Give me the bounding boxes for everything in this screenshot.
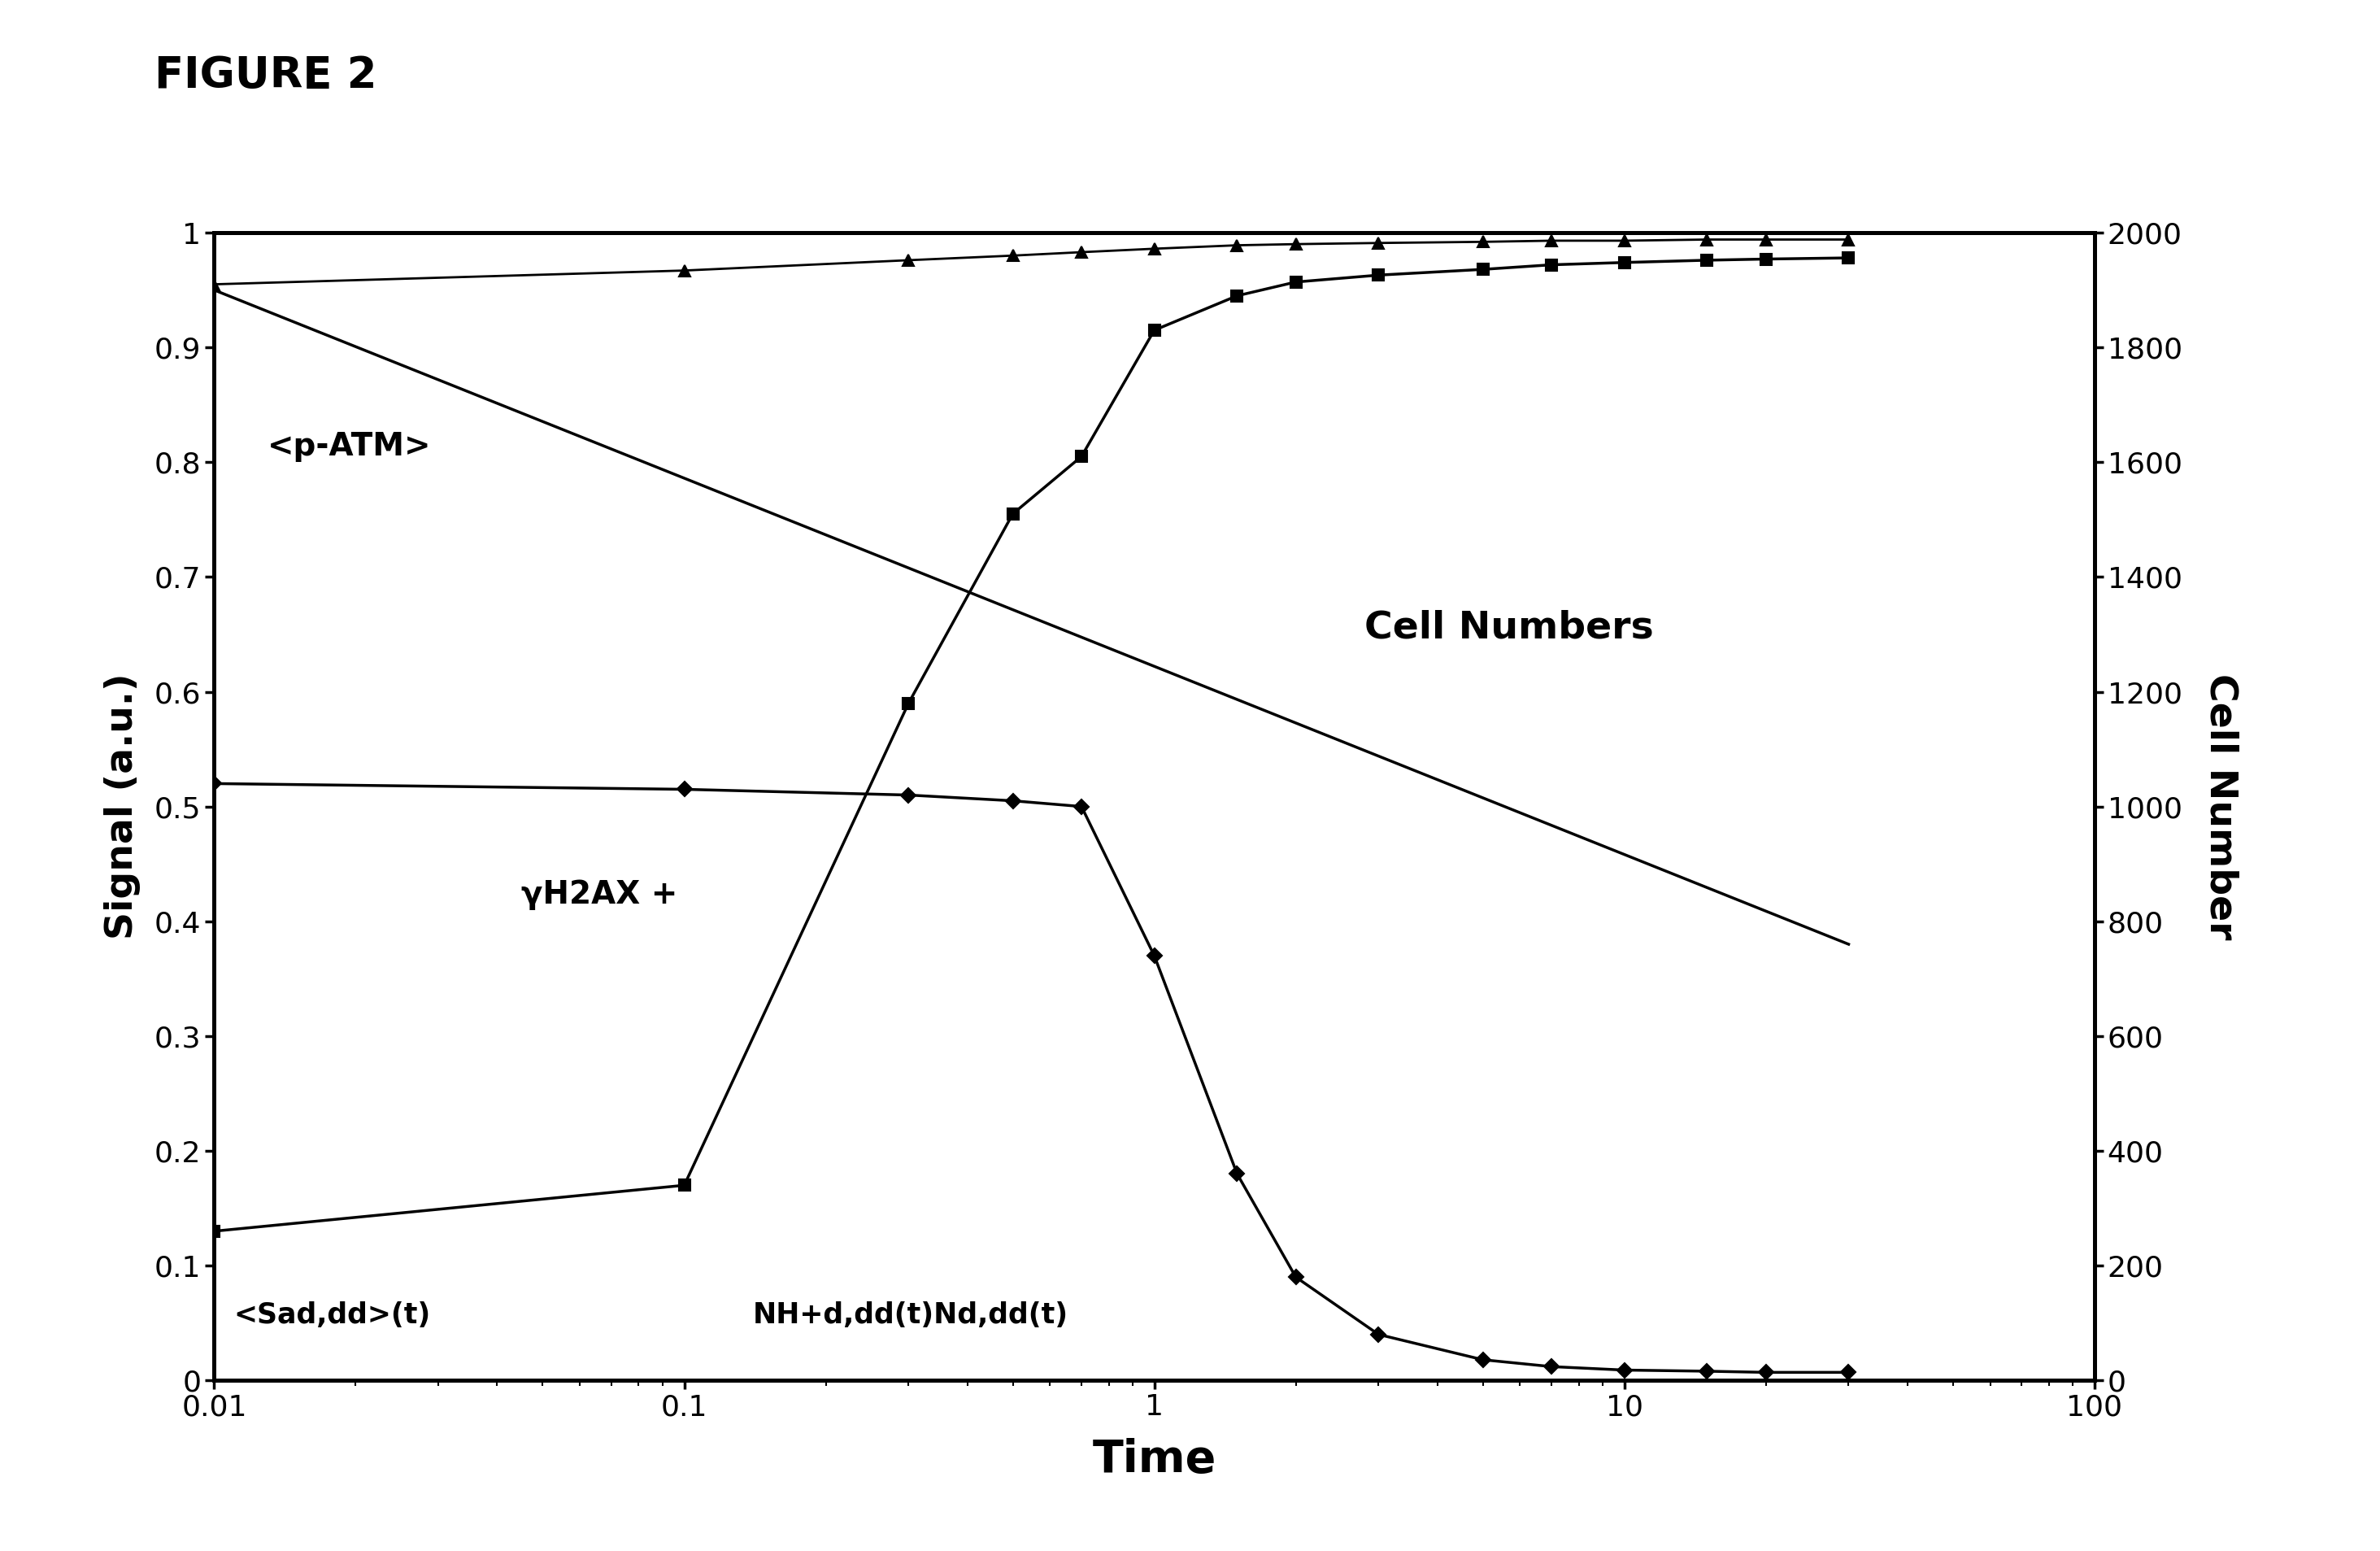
Y-axis label: Signal (a.u.): Signal (a.u.) (105, 673, 140, 940)
Text: Cell Numbers: Cell Numbers (1364, 610, 1654, 645)
Text: <p-ATM>: <p-ATM> (269, 431, 431, 462)
Text: γH2AX +: γH2AX + (521, 879, 678, 910)
X-axis label: Time: Time (1092, 1438, 1216, 1481)
Text: <Sad,dd>(t): <Sad,dd>(t) (233, 1301, 431, 1329)
Text: FIGURE 2: FIGURE 2 (155, 54, 376, 96)
Y-axis label: Cell Number: Cell Number (2202, 673, 2240, 940)
Text: NH+d,dd(t)Nd,dd(t): NH+d,dd(t)Nd,dd(t) (752, 1301, 1069, 1329)
